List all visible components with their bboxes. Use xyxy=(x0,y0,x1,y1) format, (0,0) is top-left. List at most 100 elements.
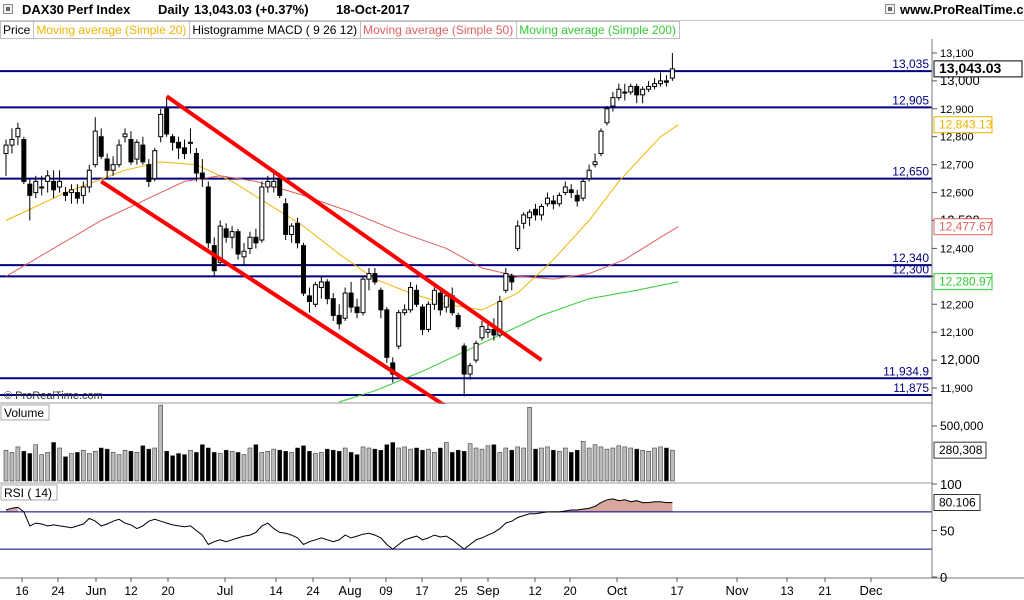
indicator-legend: Price Moving average (Simple 20) Histogram… xyxy=(0,21,680,39)
volume-bar xyxy=(491,444,497,482)
volume-bar xyxy=(57,447,62,482)
candle xyxy=(182,139,187,160)
x-tick-label: Nov xyxy=(725,583,749,598)
candle xyxy=(378,287,384,319)
candle-body xyxy=(277,178,283,196)
candle xyxy=(473,340,479,363)
ma20-value-tag-box xyxy=(933,116,993,134)
candle xyxy=(80,181,86,204)
candle xyxy=(3,139,9,176)
candle-body xyxy=(443,295,449,308)
candle xyxy=(259,181,265,243)
volume-bar xyxy=(545,446,550,482)
volume-bar xyxy=(223,449,229,482)
rsi-lines xyxy=(0,498,932,550)
candle xyxy=(562,181,568,196)
x-tick-label: 13 xyxy=(780,584,794,598)
candle xyxy=(301,242,306,296)
volume-bar xyxy=(110,452,116,482)
x-tick-label: Jun xyxy=(86,583,107,598)
ma200-value-tag: 12,280.97 xyxy=(939,275,993,289)
candle-body xyxy=(420,306,425,330)
candle-body xyxy=(646,85,652,90)
candle xyxy=(187,128,193,154)
x-tick-label: Oct xyxy=(607,583,628,598)
brand-label: www.ProRealTime.com xyxy=(900,2,1024,17)
candle xyxy=(110,156,116,176)
ma20-value-tag: 12,843.13 xyxy=(939,118,993,132)
legend-macd-histogram[interactable]: Histogramme MACD ( 9 26 12) xyxy=(189,21,362,39)
volume-bar xyxy=(69,453,74,482)
volume-bar xyxy=(604,448,610,482)
x-tick-label: 17 xyxy=(415,584,429,598)
volume-bar xyxy=(194,452,199,482)
candle xyxy=(170,133,176,151)
x-tick-label: Sep xyxy=(476,583,499,598)
volume-bar xyxy=(390,442,395,482)
volume-bar xyxy=(402,446,407,482)
candle xyxy=(491,318,497,341)
volume-bar xyxy=(307,451,312,482)
rsi-panel-bg xyxy=(0,484,932,576)
candle xyxy=(122,128,128,143)
candle-body xyxy=(604,108,610,124)
candle-body xyxy=(187,141,193,144)
volume-bar xyxy=(206,447,211,482)
volume-bar xyxy=(622,446,628,482)
x-tick-label: Dec xyxy=(859,583,883,598)
y-tick-label: 12,400 xyxy=(940,243,974,255)
candle xyxy=(515,220,521,252)
candle xyxy=(503,267,509,294)
candle xyxy=(68,184,74,204)
candle-body xyxy=(658,80,663,85)
legend-ma20[interactable]: Moving average (Simple 20) xyxy=(33,21,191,39)
x-tick-label: 09 xyxy=(379,584,393,598)
volume-bar xyxy=(241,454,247,482)
volume-bar xyxy=(235,452,241,482)
candle xyxy=(467,362,473,380)
legend-ma50[interactable]: Moving average (Simple 50) xyxy=(360,21,518,39)
candle xyxy=(568,184,574,199)
volume-bar xyxy=(527,407,532,482)
volume-bar xyxy=(366,447,372,482)
candle xyxy=(330,293,336,322)
candle xyxy=(21,136,27,185)
panel-menu-icon[interactable] xyxy=(3,4,13,14)
candle xyxy=(556,192,562,207)
candle xyxy=(610,92,616,112)
volume-bar xyxy=(331,449,336,482)
volume-bar xyxy=(432,452,437,482)
volume-bar xyxy=(640,449,645,482)
candle-body xyxy=(509,275,515,283)
candle xyxy=(622,83,628,101)
candle-body xyxy=(21,139,27,182)
candle xyxy=(461,343,467,397)
candle-body xyxy=(354,306,360,314)
volume-bar xyxy=(81,449,86,482)
volume-bar xyxy=(652,447,657,482)
ma50-value-tag-box xyxy=(933,218,993,236)
candle-body xyxy=(521,214,527,224)
volume-bar xyxy=(426,448,431,482)
volume-bar xyxy=(134,452,140,482)
volume-bar xyxy=(372,448,378,482)
volume-bar xyxy=(592,444,598,482)
candle xyxy=(152,147,158,182)
candle xyxy=(158,108,164,143)
candle xyxy=(289,223,295,243)
last-price-change: 13,043.03 (+0.37%) xyxy=(194,2,309,17)
candle-body xyxy=(586,169,592,180)
candle-body xyxy=(15,127,21,138)
ma50-line xyxy=(5,175,679,280)
volume-bar xyxy=(557,451,562,482)
candle-body xyxy=(610,97,616,107)
legend-ma200[interactable]: Moving average (Simple 200) xyxy=(516,21,680,39)
brand-menu-icon[interactable] xyxy=(885,4,895,14)
candle-body xyxy=(503,273,509,291)
volume-bar xyxy=(152,447,157,482)
candle-body xyxy=(74,192,80,199)
last-price-tag: 13,043.03 xyxy=(939,60,1001,76)
candle-body xyxy=(634,85,640,96)
